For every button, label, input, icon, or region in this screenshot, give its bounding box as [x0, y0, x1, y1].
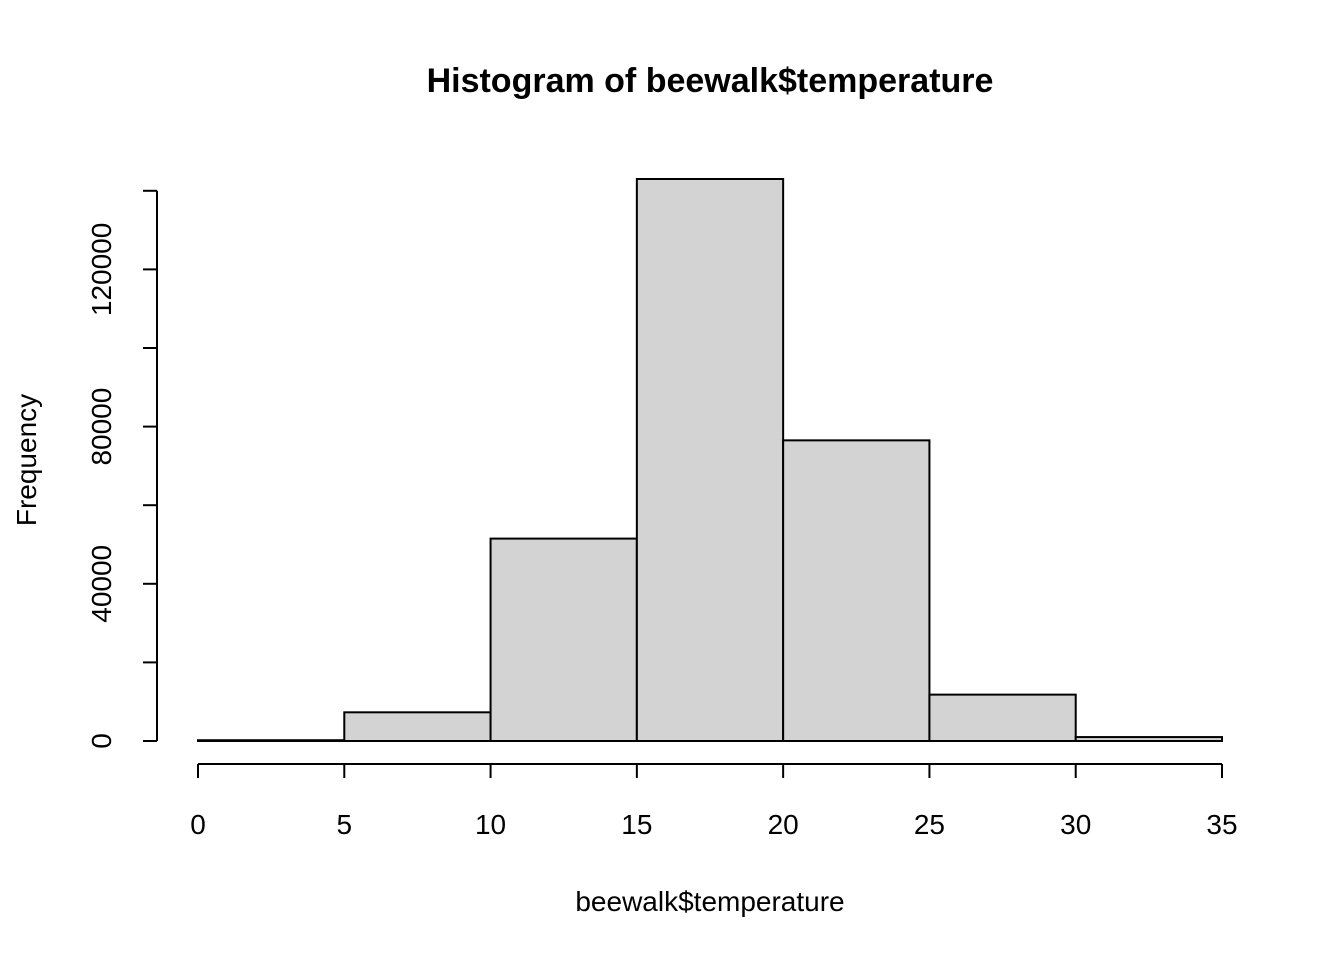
bars-group — [197, 178, 1223, 743]
x-axis: 0 5 10 15 20 25 30 35 — [190, 763, 1238, 840]
x-tick-label: 0 — [190, 809, 206, 840]
histogram-bar-0-5 — [197, 739, 346, 743]
x-axis-label: beewalk$temperature — [575, 886, 844, 917]
histogram-bar-5-10 — [343, 711, 492, 742]
chart-title: Histogram of beewalk$temperature — [427, 62, 994, 100]
histogram-bar-15-20 — [635, 178, 785, 742]
y-axis: 0 40000 80000 120000 — [86, 189, 158, 749]
histogram-bar-20-25 — [782, 439, 931, 742]
y-tick-label: 40000 — [86, 545, 117, 623]
y-tick-label: 120000 — [86, 223, 117, 316]
histogram-bar-10-15 — [489, 537, 638, 742]
x-tick-label: 35 — [1206, 809, 1237, 840]
x-tick-label: 15 — [621, 809, 652, 840]
histogram-bar-25-30 — [928, 693, 1077, 743]
x-tick-label: 30 — [1060, 809, 1091, 840]
x-tick-label: 5 — [336, 809, 352, 840]
histogram-bar-30-35 — [1074, 736, 1223, 743]
y-tick-label: 80000 — [86, 388, 117, 466]
x-tick-label: 10 — [475, 809, 506, 840]
y-tick-label: 0 — [86, 733, 117, 749]
y-axis-label: Frequency — [11, 394, 42, 526]
x-tick-label: 25 — [914, 809, 945, 840]
x-tick-label: 20 — [768, 809, 799, 840]
